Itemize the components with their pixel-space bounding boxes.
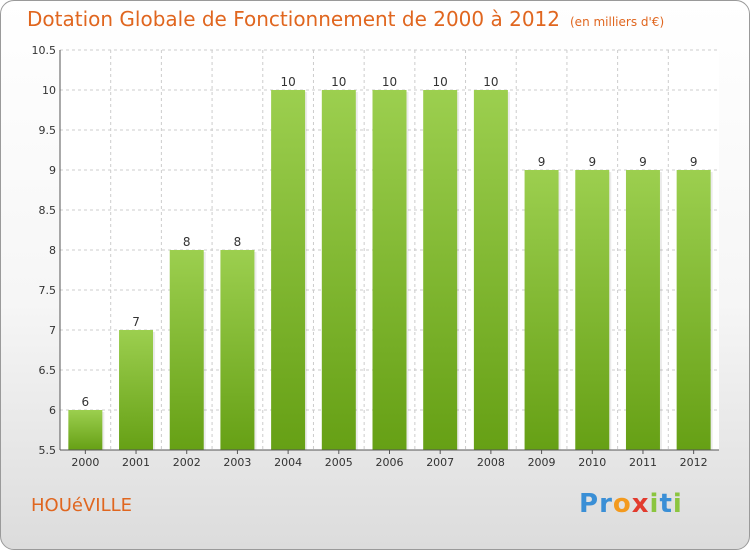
y-tick-label: 9.5 — [39, 124, 57, 137]
bar-value-label: 10 — [382, 75, 397, 89]
x-tick-label: 2000 — [71, 456, 99, 469]
y-tick-label: 5.5 — [39, 444, 57, 457]
bar-value-label: 10 — [483, 75, 498, 89]
bar — [169, 250, 204, 450]
bar-value-label: 10 — [331, 75, 346, 89]
x-tick-label: 2011 — [629, 456, 657, 469]
y-tick-label: 6 — [49, 404, 56, 417]
chart-title-unit: (en milliers d'€) — [570, 15, 665, 29]
y-tick-label: 7.5 — [39, 284, 57, 297]
y-tick-label: 9 — [49, 164, 56, 177]
bar-value-label: 9 — [538, 155, 546, 169]
y-tick-label: 8 — [49, 244, 56, 257]
x-tick-label: 2004 — [274, 456, 302, 469]
proxiti-logo-letter: x — [631, 489, 650, 519]
bar — [68, 410, 103, 450]
y-tick-label: 10.5 — [32, 44, 57, 57]
x-tick-label: 2006 — [376, 456, 404, 469]
y-tick-label: 7 — [49, 324, 56, 337]
bar-value-label: 10 — [433, 75, 448, 89]
proxiti-logo-letter: t — [659, 489, 673, 519]
x-tick-label: 2001 — [122, 456, 150, 469]
y-tick-label: 10 — [42, 84, 56, 97]
commune-name: HOUéVILLE — [31, 495, 133, 516]
y-tick-label: 8.5 — [39, 204, 57, 217]
bar — [271, 90, 306, 450]
x-tick-label: 2005 — [325, 456, 353, 469]
bar — [625, 170, 660, 450]
proxiti-logo-letter: r — [599, 489, 613, 519]
proxiti-logo: Proxiti — [579, 489, 683, 519]
chart-title: Dotation Globale de Fonctionnement de 20… — [27, 7, 664, 31]
bar — [423, 90, 458, 450]
proxiti-logo-letter: i — [672, 489, 683, 519]
bar — [676, 170, 711, 450]
proxiti-logo-letter: o — [612, 489, 632, 519]
bar — [524, 170, 559, 450]
bar — [220, 250, 255, 450]
proxiti-logo-letter: i — [649, 489, 660, 519]
x-tick-label: 2007 — [426, 456, 454, 469]
y-tick-label: 6.5 — [39, 364, 57, 377]
proxiti-logo-letter: P — [579, 489, 600, 519]
bar — [119, 330, 154, 450]
bar-value-label: 9 — [690, 155, 698, 169]
x-tick-label: 2003 — [223, 456, 251, 469]
x-tick-label: 2009 — [528, 456, 556, 469]
bar — [321, 90, 356, 450]
bar-value-label: 9 — [639, 155, 647, 169]
bar-value-label: 7 — [132, 315, 140, 329]
x-tick-label: 2002 — [173, 456, 201, 469]
bar-value-label: 6 — [82, 395, 90, 409]
bar — [575, 170, 610, 450]
chart-title-main: Dotation Globale de Fonctionnement de 20… — [27, 7, 560, 31]
bar — [473, 90, 508, 450]
x-tick-label: 2008 — [477, 456, 505, 469]
x-tick-label: 2012 — [680, 456, 708, 469]
bar-value-label: 8 — [234, 235, 242, 249]
x-tick-label: 2010 — [578, 456, 606, 469]
bar — [372, 90, 407, 450]
bar-value-label: 10 — [280, 75, 295, 89]
bar-value-label: 9 — [588, 155, 596, 169]
bar-value-label: 8 — [183, 235, 191, 249]
